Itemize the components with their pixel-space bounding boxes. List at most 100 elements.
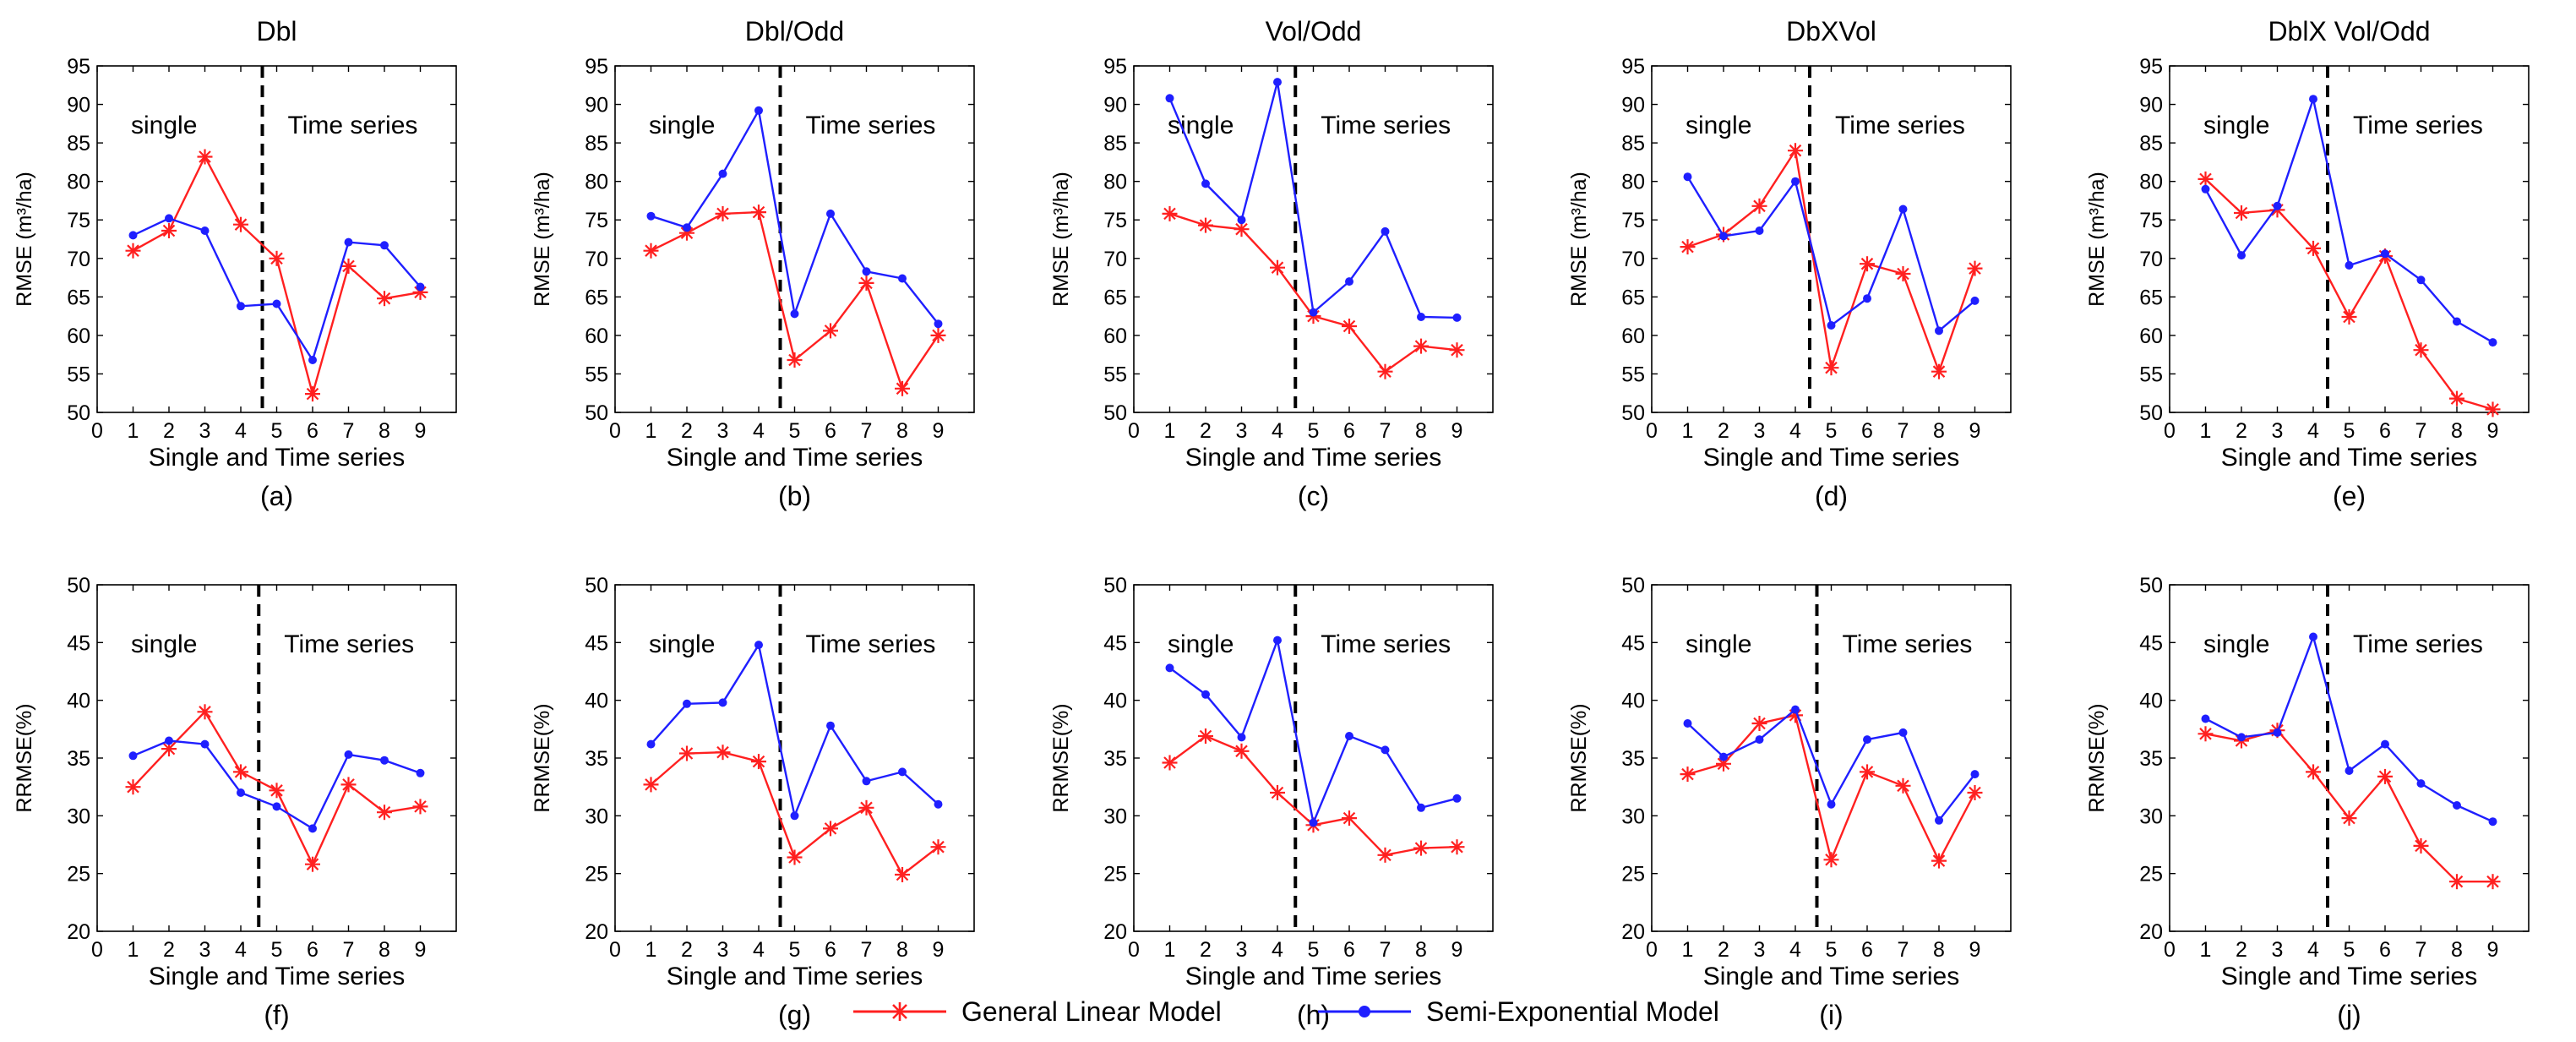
data-point-dot: [1791, 177, 1800, 186]
data-point-asterisk: [1377, 847, 1393, 863]
data-point-dot: [1935, 816, 1943, 825]
data-point-dot: [1935, 326, 1943, 336]
x-tick-label: 9: [933, 419, 945, 443]
y-tick-label: 50: [1621, 574, 1645, 597]
asterisk-stroke: [860, 801, 873, 815]
y-tick-label: 25: [2139, 863, 2163, 887]
data-point-dot: [272, 802, 281, 811]
data-point-dot: [790, 811, 799, 821]
x-tick-label: 8: [1933, 419, 1945, 443]
x-tick-label: 9: [1451, 938, 1463, 962]
y-tick-label: 50: [2139, 574, 2163, 597]
x-tick-label: 0: [91, 938, 103, 962]
y-tick-label: 35: [1103, 747, 1127, 771]
y-tick-label: 40: [2139, 690, 2163, 713]
region-label-single: single: [649, 630, 715, 658]
legend-marker-dot: [1359, 1006, 1370, 1017]
asterisk-stroke: [932, 329, 945, 342]
asterisk-stroke: [1860, 257, 1874, 270]
panel-label: (d): [1815, 481, 1848, 511]
x-tick-label: 8: [896, 938, 908, 962]
asterisk-stroke: [1199, 729, 1212, 743]
data-point-asterisk: [412, 799, 428, 815]
y-tick-label: 20: [585, 920, 608, 944]
region-label-single: single: [2203, 112, 2269, 139]
asterisk-stroke: [234, 766, 248, 778]
x-tick-label: 3: [1754, 419, 1766, 443]
data-point-asterisk: [1751, 198, 1767, 214]
data-point-dot: [2416, 779, 2426, 788]
y-tick-label: 40: [67, 690, 90, 713]
data-point-asterisk: [1342, 319, 1357, 334]
asterisk-stroke: [1414, 842, 1428, 854]
y-tick-label: 30: [1103, 805, 1127, 828]
y-tick-label: 50: [1621, 401, 1645, 425]
data-point-asterisk: [2485, 401, 2501, 417]
data-point-dot: [898, 767, 907, 777]
x-tick-label: 8: [1933, 938, 1945, 962]
asterisk-stroke: [342, 259, 355, 273]
region-label-time-series: Time series: [1321, 630, 1451, 658]
data-point-dot: [646, 211, 656, 221]
y-tick-label: 75: [585, 209, 608, 232]
region-label-single: single: [2203, 630, 2269, 658]
y-axis-label: RRMSE(%): [1049, 703, 1073, 812]
y-tick-label: 55: [67, 363, 90, 386]
x-tick-label: 0: [609, 938, 621, 962]
asterisk-stroke: [1717, 757, 1730, 771]
data-point-asterisk: [1162, 205, 1178, 221]
x-tick-label: 6: [2379, 419, 2391, 443]
data-point-asterisk: [1449, 342, 1465, 358]
y-tick-label: 65: [585, 286, 608, 309]
y-tick-label: 90: [2139, 94, 2163, 117]
x-tick-label: 4: [1789, 938, 1801, 962]
data-point-dot: [380, 241, 389, 250]
chart-title: Dbl/Odd: [745, 16, 844, 46]
data-point-dot: [308, 824, 317, 833]
x-axis-label: Single and Time series: [667, 444, 923, 472]
data-point-dot: [2488, 817, 2497, 827]
x-tick-label: 2: [1718, 419, 1729, 443]
asterisk-stroke: [199, 706, 211, 718]
x-tick-label: 5: [789, 938, 801, 962]
data-point-dot: [1309, 308, 1318, 317]
data-point-asterisk: [858, 275, 874, 291]
panel-label: (g): [778, 1000, 811, 1030]
data-point-dot: [237, 302, 245, 311]
y-tick-label: 80: [1621, 171, 1645, 194]
data-point-dot: [898, 274, 907, 283]
x-axis-label: Single and Time series: [1185, 963, 1442, 990]
data-point-asterisk: [1860, 256, 1875, 272]
region-label-single: single: [1168, 112, 1234, 139]
data-point-dot: [2345, 261, 2354, 270]
asterisk-stroke: [234, 218, 248, 231]
x-tick-label: 8: [2451, 419, 2463, 443]
data-point-asterisk: [377, 291, 392, 307]
data-point-dot: [2416, 276, 2426, 285]
asterisk-stroke: [162, 742, 176, 756]
x-tick-label: 0: [1646, 938, 1658, 962]
data-point-dot: [2309, 632, 2317, 641]
x-tick-label: 7: [343, 938, 355, 962]
data-point-asterisk: [1162, 755, 1178, 771]
asterisk-stroke: [127, 244, 139, 257]
series-line-general-linear-model: [1687, 147, 1976, 375]
y-tick-label: 60: [1103, 325, 1127, 348]
data-point-asterisk: [1931, 853, 1947, 869]
x-axis-label: Single and Time series: [2221, 444, 2478, 472]
y-tick-label: 60: [1621, 325, 1645, 348]
asterisk-stroke: [1681, 240, 1694, 254]
x-tick-label: 6: [1861, 419, 1873, 443]
data-point-asterisk: [751, 754, 766, 770]
legend-marker-asterisk: [890, 1002, 909, 1021]
y-tick-label: 80: [2139, 171, 2163, 194]
data-point-dot: [1898, 728, 1908, 737]
x-tick-label: 9: [2487, 419, 2499, 443]
y-tick-label: 20: [2139, 920, 2163, 944]
legend: General Linear Model Semi-Exponential Mo…: [853, 996, 1719, 1027]
y-tick-label: 50: [585, 574, 608, 597]
x-tick-label: 1: [1682, 938, 1694, 962]
data-point-asterisk: [2413, 342, 2429, 358]
